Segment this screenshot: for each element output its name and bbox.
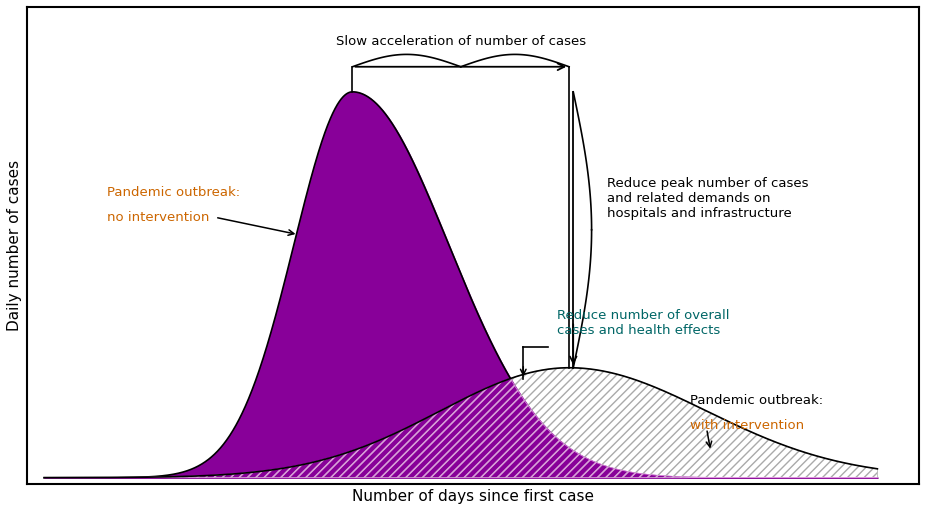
Y-axis label: Daily number of cases: Daily number of cases [6, 159, 22, 331]
Text: with intervention: with intervention [690, 419, 804, 432]
X-axis label: Number of days since first case: Number of days since first case [352, 489, 594, 504]
Text: Pandemic outbreak:: Pandemic outbreak: [690, 394, 823, 407]
Text: Reduce number of overall
cases and health effects: Reduce number of overall cases and healt… [557, 309, 729, 337]
Text: no intervention: no intervention [106, 211, 209, 224]
Text: Slow acceleration of number of cases: Slow acceleration of number of cases [336, 35, 586, 48]
Text: Reduce peak number of cases
and related demands on
hospitals and infrastructure: Reduce peak number of cases and related … [607, 177, 808, 220]
Text: Pandemic outbreak:: Pandemic outbreak: [106, 185, 240, 199]
